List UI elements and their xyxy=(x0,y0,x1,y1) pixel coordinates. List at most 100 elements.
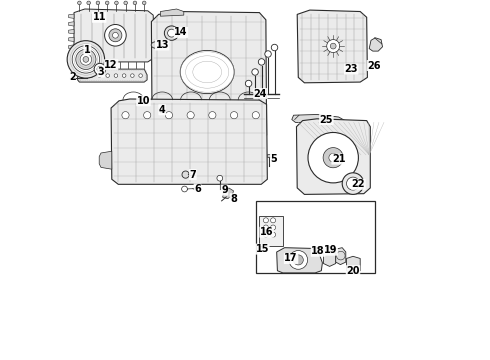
Circle shape xyxy=(87,1,91,5)
Circle shape xyxy=(113,32,118,38)
Circle shape xyxy=(308,132,358,183)
Polygon shape xyxy=(239,136,247,140)
Circle shape xyxy=(133,1,137,5)
Circle shape xyxy=(98,74,101,77)
Polygon shape xyxy=(222,136,231,140)
Text: 26: 26 xyxy=(367,60,381,71)
Polygon shape xyxy=(296,119,370,194)
Circle shape xyxy=(90,74,93,77)
Polygon shape xyxy=(323,247,336,266)
Polygon shape xyxy=(69,37,74,41)
Polygon shape xyxy=(69,30,74,34)
Text: 20: 20 xyxy=(346,266,360,276)
Polygon shape xyxy=(346,256,360,273)
Circle shape xyxy=(230,112,238,119)
Circle shape xyxy=(124,1,127,5)
Circle shape xyxy=(81,74,85,77)
Circle shape xyxy=(187,112,194,119)
Circle shape xyxy=(168,29,175,37)
Polygon shape xyxy=(111,99,268,184)
Circle shape xyxy=(83,57,89,62)
Circle shape xyxy=(245,80,252,87)
Polygon shape xyxy=(69,14,74,18)
Bar xyxy=(80,70,146,81)
Text: 1: 1 xyxy=(84,45,91,55)
Circle shape xyxy=(270,225,275,230)
Polygon shape xyxy=(69,53,74,57)
Polygon shape xyxy=(277,248,322,273)
Polygon shape xyxy=(151,12,267,140)
Circle shape xyxy=(263,232,269,237)
Text: 9: 9 xyxy=(221,185,228,195)
Circle shape xyxy=(114,74,118,77)
Polygon shape xyxy=(172,136,181,140)
Polygon shape xyxy=(369,38,383,51)
Text: 21: 21 xyxy=(332,154,345,164)
Circle shape xyxy=(143,1,146,5)
Circle shape xyxy=(96,1,99,5)
Polygon shape xyxy=(206,136,214,140)
Ellipse shape xyxy=(151,42,160,48)
Text: 24: 24 xyxy=(254,89,267,99)
Text: 11: 11 xyxy=(93,12,106,22)
Text: 15: 15 xyxy=(255,244,269,254)
Polygon shape xyxy=(69,22,74,26)
Polygon shape xyxy=(292,114,345,124)
Text: 19: 19 xyxy=(324,245,338,255)
Circle shape xyxy=(270,232,275,237)
Polygon shape xyxy=(160,9,184,16)
Circle shape xyxy=(323,148,343,168)
Circle shape xyxy=(76,49,96,69)
Circle shape xyxy=(80,54,92,65)
Circle shape xyxy=(164,26,179,40)
Circle shape xyxy=(217,175,222,181)
Text: 13: 13 xyxy=(155,40,169,50)
Polygon shape xyxy=(255,136,264,140)
Circle shape xyxy=(109,29,122,42)
Circle shape xyxy=(329,153,338,162)
Circle shape xyxy=(77,1,81,5)
Circle shape xyxy=(252,69,258,75)
Circle shape xyxy=(293,255,303,265)
Circle shape xyxy=(139,74,143,77)
Circle shape xyxy=(289,251,308,269)
Circle shape xyxy=(263,218,269,223)
Circle shape xyxy=(265,51,271,57)
Bar xyxy=(256,201,374,273)
Circle shape xyxy=(342,173,364,194)
Circle shape xyxy=(263,225,269,230)
Polygon shape xyxy=(268,154,272,157)
Circle shape xyxy=(105,1,109,5)
Polygon shape xyxy=(297,10,368,83)
Text: 22: 22 xyxy=(352,179,365,189)
Text: 14: 14 xyxy=(174,27,188,37)
Bar xyxy=(259,216,283,246)
Circle shape xyxy=(252,112,259,119)
Circle shape xyxy=(72,46,99,73)
Text: 5: 5 xyxy=(270,154,277,164)
Text: 10: 10 xyxy=(137,96,150,106)
Text: 17: 17 xyxy=(284,253,298,264)
Polygon shape xyxy=(74,9,154,62)
Text: 4: 4 xyxy=(159,105,166,115)
Polygon shape xyxy=(336,248,346,265)
Text: 7: 7 xyxy=(190,170,196,180)
Circle shape xyxy=(106,74,109,77)
Polygon shape xyxy=(222,188,233,199)
Circle shape xyxy=(346,177,360,190)
Circle shape xyxy=(165,112,172,119)
Circle shape xyxy=(182,171,189,178)
Circle shape xyxy=(115,1,118,5)
Text: 16: 16 xyxy=(260,227,273,237)
Circle shape xyxy=(104,24,126,46)
Polygon shape xyxy=(77,69,147,82)
Circle shape xyxy=(182,186,187,192)
Text: 8: 8 xyxy=(230,194,237,204)
Circle shape xyxy=(271,44,278,51)
Circle shape xyxy=(122,74,126,77)
Circle shape xyxy=(270,218,275,223)
Circle shape xyxy=(67,41,104,78)
Polygon shape xyxy=(189,136,198,140)
Circle shape xyxy=(327,40,340,53)
Circle shape xyxy=(144,112,151,119)
